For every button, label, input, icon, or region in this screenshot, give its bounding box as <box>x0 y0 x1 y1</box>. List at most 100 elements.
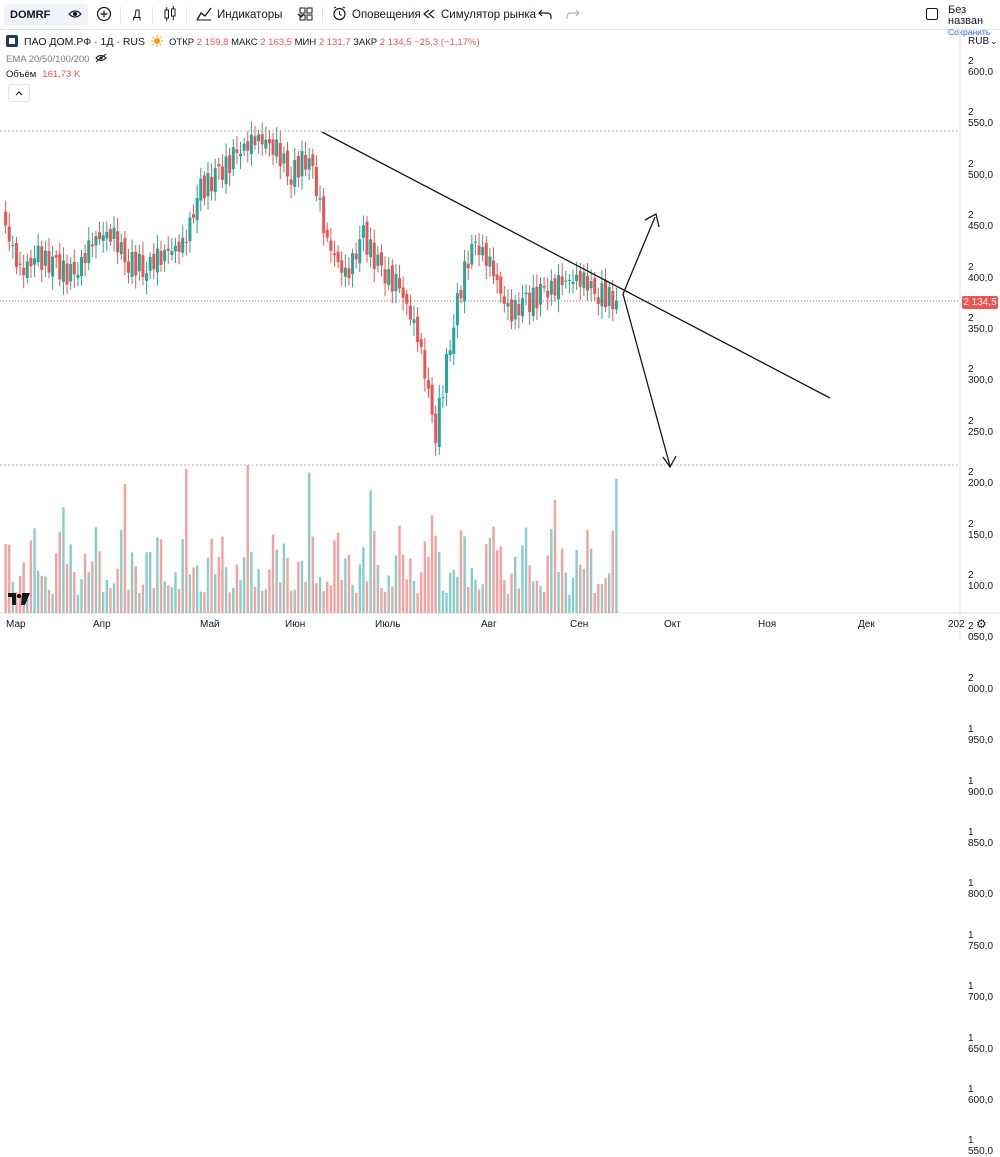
templates-button[interactable] <box>299 5 313 25</box>
candle-body <box>257 134 261 142</box>
candle-body <box>560 276 564 286</box>
candle-body <box>25 261 29 278</box>
price-tick-label: 2 350,0 <box>968 313 994 335</box>
volume-value: 161,73 K <box>42 69 81 80</box>
volume-bar <box>524 527 528 613</box>
volume-bar <box>528 565 531 613</box>
candle-body <box>126 261 130 273</box>
candle-body <box>488 256 492 267</box>
candle-body <box>195 197 199 221</box>
chart-type-button[interactable] <box>163 5 177 25</box>
arrow-down-shaft <box>622 293 671 467</box>
volume-bar <box>423 541 427 613</box>
volume-legend[interactable]: Объём 161,73 K <box>6 69 80 80</box>
compare-button[interactable] <box>96 5 112 25</box>
volume-bar <box>506 594 510 613</box>
candle-body <box>600 283 604 307</box>
candle-body <box>188 217 192 242</box>
price-chart[interactable] <box>0 0 1000 641</box>
indicators-label: Индикаторы <box>217 9 283 21</box>
candle-body <box>448 350 452 356</box>
volume-bar <box>123 484 127 613</box>
volume-bar <box>29 540 33 613</box>
volume-bar <box>185 469 188 613</box>
volume-bar <box>452 569 455 613</box>
volume-bar <box>560 548 564 613</box>
symbol-title[interactable]: ПАО ДОМ.РФ · 1Д · RUS <box>24 36 145 48</box>
candle-body <box>293 159 297 187</box>
candle-body <box>470 243 474 265</box>
undo-button[interactable] <box>538 5 552 25</box>
volume-bar <box>344 558 347 613</box>
volume-bar <box>373 530 376 613</box>
volume-bar <box>467 587 470 613</box>
volume-bar <box>199 591 202 613</box>
toolbar-divider <box>529 7 530 23</box>
high-label: МАКС <box>231 36 258 48</box>
volume-bar <box>401 554 405 613</box>
redo-icon <box>566 8 580 23</box>
volume-bar <box>311 536 315 613</box>
candle-body <box>47 251 51 273</box>
save-link[interactable]: Сохранить <box>948 27 991 37</box>
candle-body <box>192 214 196 218</box>
collapse-legend-button[interactable] <box>8 84 30 102</box>
symbol-search-button[interactable]: DOMRF <box>4 4 88 26</box>
alerts-button[interactable]: Оповещения <box>332 5 421 25</box>
volume-bar <box>488 538 492 613</box>
price-tick-label: 2 250,0 <box>968 415 994 438</box>
candle-body <box>481 247 485 256</box>
price-tick-label: 1 550,0 <box>968 1135 994 1157</box>
price-tick-label: 1 750,0 <box>968 929 994 952</box>
chevron-down-icon[interactable]: ⌄ <box>990 36 998 46</box>
eye-icon[interactable] <box>68 8 82 23</box>
settings-gear-icon[interactable]: ⚙ <box>976 617 987 631</box>
volume-bar <box>300 560 304 613</box>
tradingview-logo-icon[interactable] <box>8 592 30 608</box>
candle-body <box>29 257 33 267</box>
interval-button[interactable]: Д <box>133 5 141 25</box>
candle-body <box>426 380 430 389</box>
candle-body <box>90 244 94 247</box>
hidden-eye-icon[interactable] <box>95 53 108 66</box>
volume-bar <box>87 572 90 613</box>
volume-bar <box>214 574 217 613</box>
candle-body <box>296 156 300 178</box>
candle-body <box>513 300 517 320</box>
high-value: 2 163,5 <box>260 36 292 48</box>
candle-body <box>604 279 608 308</box>
candle-body <box>123 238 127 263</box>
layout-checkbox-icon[interactable] <box>926 8 938 20</box>
price-tick-label: 2 600,0 <box>968 56 994 78</box>
candle-body <box>235 149 239 153</box>
arrow-down-head <box>662 455 677 469</box>
alarm-clock-icon <box>332 6 347 24</box>
toolbar-divider <box>414 7 415 23</box>
candle-body <box>387 269 391 285</box>
replay-button[interactable]: Симулятор рынка <box>422 5 536 25</box>
volume-bar <box>575 549 578 613</box>
candle-body <box>430 384 434 415</box>
interval-label: Д <box>133 9 141 21</box>
currency-selector[interactable]: RUB <box>968 36 990 47</box>
open-label: ОТКР <box>169 36 195 48</box>
volume-bar <box>477 589 481 613</box>
volume-label: Объём <box>6 69 37 80</box>
volume-bar <box>264 589 268 613</box>
volume-bar <box>358 564 361 613</box>
candle-body <box>557 274 561 300</box>
time-tick-label: 202 <box>948 619 965 630</box>
candle-body <box>253 136 257 146</box>
candle-body <box>11 245 15 247</box>
price-tick-label: 2 150,0 <box>968 518 994 541</box>
indicators-button[interactable]: Индикаторы <box>196 5 305 25</box>
volume-bar <box>315 583 318 613</box>
ema-legend[interactable]: EMA 20/50/100/200 <box>6 53 108 66</box>
candle-body <box>311 154 315 166</box>
volume-bar <box>420 572 423 613</box>
volume-bar <box>307 472 311 613</box>
candle-body <box>611 291 615 310</box>
redo-button[interactable] <box>566 5 580 25</box>
layout-name-button[interactable]: Без назван Сохранить <box>948 5 1000 38</box>
volume-bar <box>163 581 166 613</box>
